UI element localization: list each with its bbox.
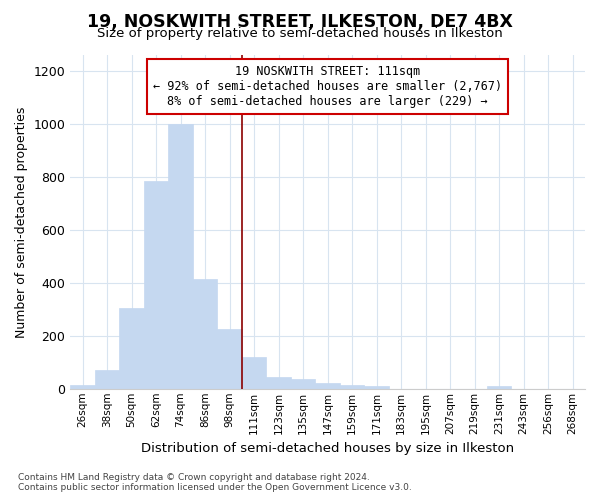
Bar	[95, 370, 119, 389]
Bar	[119, 308, 144, 389]
Text: 19 NOSKWITH STREET: 111sqm
← 92% of semi-detached houses are smaller (2,767)
8% : 19 NOSKWITH STREET: 111sqm ← 92% of semi…	[153, 65, 502, 108]
Bar	[217, 329, 242, 389]
Bar	[242, 357, 266, 389]
Bar	[266, 377, 291, 389]
Bar	[340, 385, 364, 389]
Bar	[291, 380, 316, 389]
Bar	[70, 385, 95, 389]
X-axis label: Distribution of semi-detached houses by size in Ilkeston: Distribution of semi-detached houses by …	[141, 442, 514, 455]
Bar	[316, 384, 340, 389]
Bar	[193, 279, 217, 389]
Bar	[364, 386, 389, 389]
Text: Contains HM Land Registry data © Crown copyright and database right 2024.
Contai: Contains HM Land Registry data © Crown c…	[18, 473, 412, 492]
Bar	[169, 124, 193, 389]
Text: 19, NOSKWITH STREET, ILKESTON, DE7 4BX: 19, NOSKWITH STREET, ILKESTON, DE7 4BX	[87, 12, 513, 30]
Y-axis label: Number of semi-detached properties: Number of semi-detached properties	[15, 106, 28, 338]
Text: Size of property relative to semi-detached houses in Ilkeston: Size of property relative to semi-detach…	[97, 28, 503, 40]
Bar	[487, 386, 511, 389]
Bar	[144, 181, 169, 389]
